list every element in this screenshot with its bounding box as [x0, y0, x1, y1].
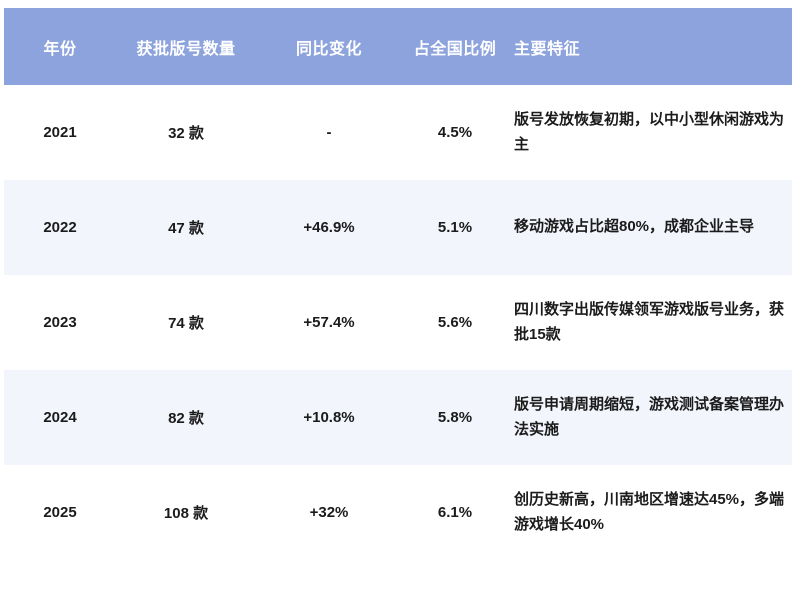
cell-year: 2023	[43, 314, 77, 331]
cell-year: 2025	[43, 504, 77, 521]
cell-share: 6.1%	[437, 504, 473, 521]
cell-yoy: +10.8%	[303, 409, 355, 426]
column-header-year: 年份	[43, 40, 77, 58]
cell-feature: 创历史新高，川南地区增速达45%，多端游戏增长40%	[514, 491, 785, 533]
cell-share: 5.1%	[437, 219, 473, 236]
column-header-national-share: 占全国比例	[413, 40, 497, 58]
table-row: 2024 82 款 +10.8% 5.8% 版号申请周期缩短，游戏测试备案管理办…	[4, 370, 792, 465]
cell-feature: 移动游戏占比超80%，成都企业主导	[514, 218, 755, 236]
cell-share: 4.5%	[437, 124, 473, 141]
cell-yoy: +32%	[309, 504, 349, 521]
table-header: 年份 获批版号数量 同比变化 占全国比例 主要特征	[4, 8, 792, 85]
cell-count: 82 款	[168, 410, 204, 427]
cell-feature: 四川数字出版传媒领军游戏版号业务，获批15款	[514, 301, 785, 343]
cell-year: 2024	[43, 409, 77, 426]
cell-feature: 版号申请周期缩短，游戏测试备案管理办法实施	[514, 396, 785, 438]
cell-share: 5.6%	[437, 314, 473, 331]
table-body: 2021 32 款 - 4.5% 版号发放恢复初期，以中小型休闲游戏为主 202…	[4, 85, 792, 560]
column-header-approved-count: 获批版号数量	[136, 40, 236, 58]
game-license-table: 年份 获批版号数量 同比变化 占全国比例 主要特征 2021 32 款 - 4.…	[4, 8, 792, 560]
column-header-main-features: 主要特征	[514, 40, 581, 58]
cell-share: 5.8%	[437, 409, 473, 426]
cell-yoy: -	[326, 124, 332, 141]
cell-count: 32 款	[168, 125, 204, 142]
cell-yoy: +46.9%	[303, 219, 355, 236]
table-row: 2022 47 款 +46.9% 5.1% 移动游戏占比超80%，成都企业主导	[4, 180, 792, 275]
table-row: 2023 74 款 +57.4% 5.6% 四川数字出版传媒领军游戏版号业务，获…	[4, 275, 792, 370]
cell-count: 108 款	[163, 505, 209, 522]
cell-yoy: +57.4%	[303, 314, 355, 331]
table-row: 2021 32 款 - 4.5% 版号发放恢复初期，以中小型休闲游戏为主	[4, 85, 792, 180]
table-row: 2025 108 款 +32% 6.1% 创历史新高，川南地区增速达45%，多端…	[4, 465, 792, 560]
cell-feature: 版号发放恢复初期，以中小型休闲游戏为主	[514, 111, 785, 153]
table-header-row: 年份 获批版号数量 同比变化 占全国比例 主要特征	[4, 8, 792, 85]
cell-year: 2022	[43, 219, 77, 236]
cell-year: 2021	[43, 124, 77, 141]
cell-count: 47 款	[168, 220, 204, 237]
column-header-yoy-change: 同比变化	[295, 40, 362, 58]
cell-count: 74 款	[168, 315, 204, 332]
